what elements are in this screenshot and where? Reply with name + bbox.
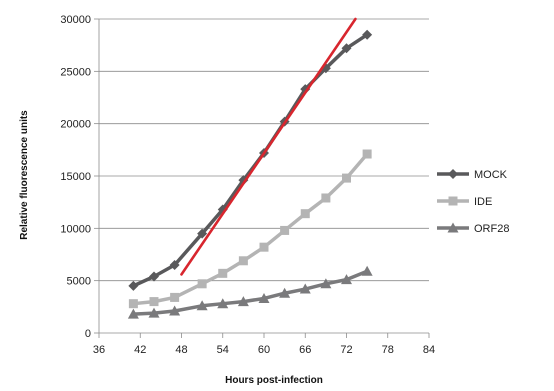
data-point-square <box>218 268 228 278</box>
data-point-diamond <box>128 280 139 291</box>
data-point-diamond <box>300 84 311 95</box>
series-ide <box>128 149 372 309</box>
legend-item-mock: MOCK <box>437 169 508 181</box>
data-point-triangle <box>127 308 139 319</box>
x-axis-title: Hours post-infection <box>225 375 323 386</box>
data-point-triangle <box>196 300 208 311</box>
data-point-triangle <box>341 274 352 285</box>
x-tick-label: 78 <box>382 344 394 356</box>
data-point-square <box>300 209 310 219</box>
data-point-diamond <box>448 169 458 179</box>
data-point-diamond <box>341 43 352 54</box>
series-mock <box>128 29 373 291</box>
x-tick-label: 72 <box>340 344 352 356</box>
x-tick-labels: 36 42 48 54 60 66 72 78 84 <box>93 344 435 356</box>
data-point-square <box>280 225 290 235</box>
x-tick-label: 66 <box>299 344 311 356</box>
x-tick-label: 42 <box>134 344 146 356</box>
data-point-square <box>259 242 269 252</box>
y-tick-label: 30000 <box>60 14 91 26</box>
y-axis-title: Relative fluorescence units <box>19 110 30 240</box>
data-point-square <box>321 193 331 203</box>
x-tick-label: 48 <box>175 344 187 356</box>
axes <box>94 18 430 338</box>
linear-trendline <box>180 17 357 276</box>
data-point-diamond <box>169 259 180 270</box>
data-point-diamond <box>197 228 208 239</box>
x-tick-label: 36 <box>93 344 105 356</box>
data-point-triangle <box>299 283 311 294</box>
data-point-square <box>342 173 351 183</box>
y-tick-label: 5000 <box>67 276 91 288</box>
series-line <box>133 269 368 316</box>
data-point-square <box>149 297 159 307</box>
data-point-triangle <box>148 307 160 318</box>
y-tick-label: 20000 <box>60 119 91 131</box>
legend-label: IDE <box>474 196 492 208</box>
data-point-triangle <box>361 265 373 276</box>
x-tick-label: 84 <box>423 344 435 356</box>
data-point-diamond <box>149 271 159 282</box>
data-point-triangle <box>169 305 181 316</box>
y-tick-labels: 0 5000 10000 15000 20000 25000 30000 <box>60 14 91 340</box>
legend-item-orf28: ORF28 <box>437 222 509 235</box>
legend-label: ORF28 <box>474 223 509 235</box>
y-tick-label: 15000 <box>60 171 91 183</box>
y-tick-label: 10000 <box>60 223 91 235</box>
x-tick-label: 60 <box>258 344 270 356</box>
legend: MOCK IDE ORF28 <box>437 169 509 235</box>
gridlines <box>99 18 429 282</box>
data-point-square <box>170 292 180 302</box>
legend-label: MOCK <box>474 169 508 181</box>
trendline-layer <box>180 17 357 276</box>
y-tick-label: 25000 <box>60 66 91 78</box>
y-tick-label: 0 <box>85 328 91 340</box>
legend-item-ide: IDE <box>437 196 492 208</box>
data-point-triangle <box>258 292 270 303</box>
data-point-triangle <box>320 278 332 289</box>
data-point-square <box>128 299 138 309</box>
series-orf28 <box>127 265 373 319</box>
data-point-triangle <box>237 296 249 307</box>
series-line <box>132 33 369 288</box>
x-tick-label: 54 <box>217 344 229 356</box>
data-point-square <box>448 196 458 206</box>
data-point-triangle <box>217 298 229 309</box>
data-point-square <box>238 256 248 266</box>
data-point-square <box>197 279 207 289</box>
data-point-triangle <box>447 222 459 233</box>
data-point-square <box>362 149 372 159</box>
data-point-triangle <box>279 287 291 298</box>
data-point-diamond <box>362 29 373 40</box>
